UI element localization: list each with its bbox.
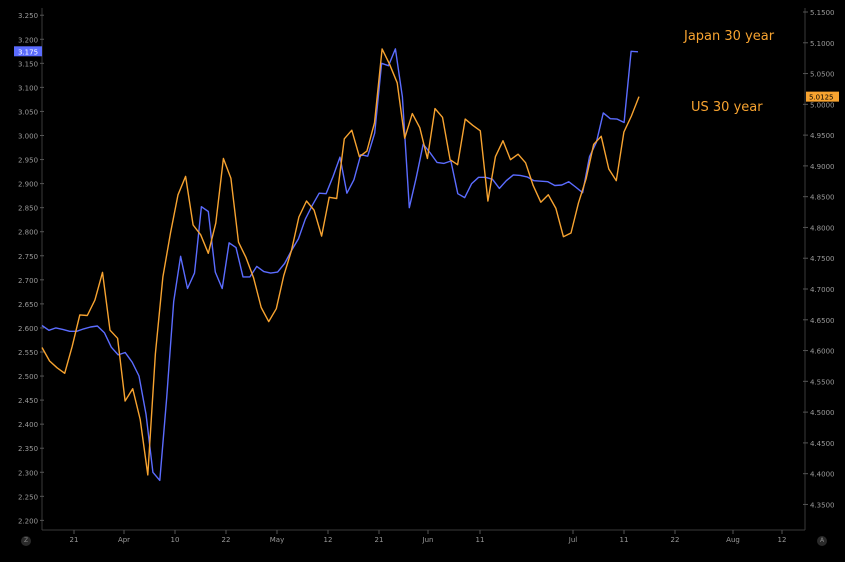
x-tick-label: 10 [171,536,180,544]
right-tick-label: 5.1500 [810,9,835,17]
right-tick-label: 4.3500 [810,501,835,509]
x-tick-label: 21 [375,536,384,544]
left-tick-label: 2.600 [18,325,38,333]
right-tick-label: 4.4500 [810,440,835,448]
right-tick-label: 4.8500 [810,194,835,202]
left-tick-label: 3.150 [18,60,38,68]
series-layer [41,48,640,482]
x-tick-label: 12 [778,536,787,544]
left-tick-label: 2.700 [18,277,38,285]
right-tick-label: 4.7500 [810,255,835,263]
left-tick-label: 2.950 [18,157,38,165]
right-tick-label: 4.4000 [810,471,835,479]
right-axis-ticks: 5.1500 5.1000 5.0500 5.0000 4.9500 4.9000 4.85… [803,9,835,509]
right-tick-label: 4.7000 [810,286,835,294]
left-tick-label: 2.800 [18,229,38,237]
left-axis-ticks: 3.250 3.200 3.150 3.100 3.050 3.000 2.950 2.900… [18,12,44,525]
x-tick-label: 21 [70,536,79,544]
left-tick-label: 2.900 [18,181,38,189]
left-tick-label: 2.450 [18,397,38,405]
right-price-badge-label: 5.0125 [809,94,834,102]
left-tick-label: 2.550 [18,349,38,357]
x-tick-label: Jun [422,536,434,544]
right-tick-label: 4.5000 [810,409,835,417]
right-tick-label: 4.9000 [810,163,835,171]
left-tick-label: 2.400 [18,421,38,429]
x-axis-ticks: 21 Apr 10 22 May 12 21 Jun 11 Jul 11 22 Aug 12 [70,530,787,544]
left-tick-label: 2.750 [18,253,38,261]
right-price-badge[interactable] [806,91,839,102]
right-tick-label: 5.1000 [810,40,835,48]
left-tick-label: 3.200 [18,36,38,44]
right-tick-label: 4.8000 [810,224,835,232]
price-badges[interactable]: 3.175 5.0125 [14,46,839,102]
auto-scale-button[interactable]: A [817,536,827,546]
x-tick-label: 11 [476,536,485,544]
right-tick-label: 5.0000 [810,101,835,109]
x-tick-label: Aug [726,536,740,544]
x-tick-label: 12 [324,536,333,544]
series-line-us-30-year[interactable] [41,48,640,476]
right-tick-label: 4.5500 [810,378,835,386]
left-tick-label: 3.250 [18,12,38,20]
left-tick-label: 2.350 [18,445,38,453]
left-price-badge-label: 3.175 [18,48,38,56]
series-line-japan-30-year[interactable] [41,48,639,482]
left-price-badge[interactable] [14,46,42,57]
x-tick-label: 11 [620,536,629,544]
right-tick-label: 4.6500 [810,317,835,325]
left-tick-label: 2.500 [18,373,38,381]
x-tick-label: May [270,536,284,544]
left-tick-label: 2.250 [18,493,38,501]
right-tick-label: 4.9500 [810,132,835,140]
left-tick-label: 2.200 [18,517,38,525]
left-tick-label: 2.850 [18,205,38,213]
annotation-us-30-year: US 30 year [691,100,763,115]
right-tick-label: 5.0500 [810,71,835,79]
left-tick-label: 2.650 [18,301,38,309]
left-tick-label: 3.000 [18,132,38,140]
annotation-japan-30-year: Japan 30 year [683,29,775,44]
left-tick-label: 2.300 [18,469,38,477]
right-tick-label: 4.6000 [810,348,835,356]
x-tick-label: Apr [118,536,130,544]
left-tick-label: 3.100 [18,84,38,92]
x-tick-label: Jul [568,536,578,544]
left-tick-label: 3.050 [18,108,38,116]
x-tick-label: 22 [671,536,680,544]
x-tick-label: 22 [222,536,231,544]
zoom-reset-button[interactable]: Z [21,536,31,546]
